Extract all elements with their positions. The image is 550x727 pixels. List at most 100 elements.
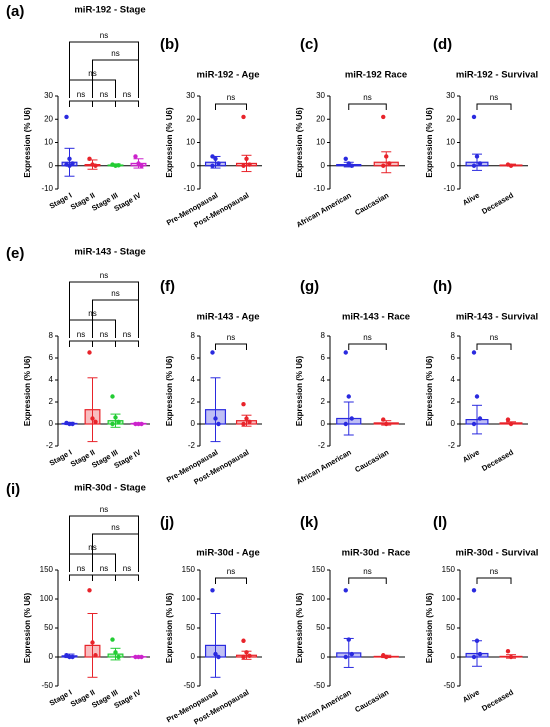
data-point [67, 156, 72, 161]
data-point [477, 651, 483, 657]
y-tick-label: 6 [49, 353, 54, 362]
data-point [471, 114, 477, 120]
panel-label: (b) [160, 36, 179, 53]
y-tick-label: 0 [321, 419, 326, 428]
x-tick-label: Post-Menopausal [192, 448, 250, 487]
x-tick-label: Caucasian [353, 190, 390, 217]
data-point [508, 654, 514, 660]
y-axis-label: Expression (% U6) [295, 593, 304, 664]
panel-label: (i) [6, 481, 20, 498]
y-axis-label: Expression (% U6) [425, 107, 434, 178]
data-point [241, 163, 246, 168]
x-tick-label: Stage I [48, 448, 74, 468]
data-point [116, 419, 121, 424]
data-point [477, 416, 483, 421]
data-point [241, 654, 246, 660]
y-tick-label: 150 [312, 565, 326, 574]
x-tick-label: African American [295, 190, 353, 229]
x-tick-label: Deceased [480, 190, 515, 216]
data-point [93, 653, 98, 658]
y-tick-label: 30 [186, 91, 195, 100]
panel-title: miR-143 - Survival [456, 312, 538, 323]
data-point [87, 350, 92, 355]
data-point [346, 637, 351, 642]
y-tick-label: -2 [188, 441, 196, 450]
data-point [87, 588, 92, 593]
comparison-bracket [69, 281, 139, 338]
y-tick-label: 10 [446, 138, 455, 147]
comparison-bracket [69, 515, 139, 572]
y-tick-label: 10 [44, 138, 53, 147]
y-tick-label: 150 [442, 565, 456, 574]
comparison-label: ns [123, 564, 131, 573]
comparison-label: ns [363, 567, 371, 576]
panel-title: miR-143 - Age [197, 312, 260, 323]
x-tick-label: Post-Menopausal [192, 688, 250, 727]
y-tick-label: 8 [321, 331, 326, 340]
y-axis-label: Expression (% U6) [165, 356, 174, 427]
data-point [471, 421, 477, 427]
y-tick-label: 0 [49, 652, 54, 661]
comparison-label: ns [123, 330, 131, 339]
comparison-bracket [215, 343, 247, 350]
data-point [346, 161, 351, 166]
comparison-label: ns [123, 90, 131, 99]
data-point [343, 421, 348, 427]
data-point [474, 638, 480, 643]
comparison-bracket [69, 574, 93, 581]
y-tick-label: 50 [186, 623, 195, 632]
data-point [384, 654, 389, 660]
y-tick-label: -10 [183, 184, 195, 193]
panel-title: miR-30d - Age [196, 548, 260, 559]
data-point [139, 421, 144, 427]
data-point [90, 640, 95, 645]
panel-label: (d) [433, 36, 452, 53]
y-tick-label: 6 [451, 353, 456, 362]
data-point [216, 161, 221, 166]
data-point [213, 156, 218, 161]
data-point [381, 417, 386, 422]
data-point [471, 654, 477, 660]
comparison-bracket [348, 103, 387, 110]
x-tick-label: Alive [461, 688, 481, 705]
comparison-label: ns [100, 271, 108, 280]
y-tick-label: 100 [312, 594, 326, 603]
y-tick-label: 50 [446, 623, 455, 632]
panel-title: miR-30d - Survival [456, 548, 539, 559]
y-axis-label: Expression (% U6) [295, 356, 304, 427]
y-tick-label: -10 [443, 184, 455, 193]
comparison-bracket [115, 574, 139, 581]
y-tick-label: 0 [321, 161, 326, 170]
panel-title: miR-30d - Race [342, 548, 411, 559]
y-axis-label: Expression (% U6) [23, 356, 32, 427]
data-point [210, 588, 215, 593]
data-point [70, 421, 75, 427]
y-tick-label: 4 [451, 375, 456, 384]
data-point [244, 650, 249, 655]
comparison-label: ns [363, 333, 371, 342]
y-tick-label: 6 [191, 353, 196, 362]
data-point [241, 421, 246, 427]
data-point [216, 421, 221, 427]
y-tick-label: -10 [313, 184, 325, 193]
panel-label: (l) [433, 514, 447, 531]
panel-title: miR-192 - Age [197, 70, 260, 81]
data-point [343, 350, 348, 355]
data-point [216, 654, 221, 660]
panel-title: miR-192 - Survival [456, 70, 538, 81]
y-tick-label: -2 [448, 441, 456, 450]
comparison-bracket [92, 100, 116, 107]
x-tick-label: Alive [461, 448, 481, 465]
y-tick-label: 0 [451, 161, 456, 170]
data-point [471, 588, 477, 593]
data-point [210, 154, 215, 159]
comparison-label: ns [100, 330, 108, 339]
y-tick-label: 2 [191, 397, 196, 406]
data-point [116, 654, 121, 660]
y-tick-label: -2 [318, 441, 326, 450]
data-point [113, 415, 118, 420]
y-tick-label: 8 [49, 331, 54, 340]
comparison-bracket [69, 100, 93, 107]
y-tick-label: -50 [183, 681, 195, 690]
y-tick-label: 20 [44, 114, 53, 123]
